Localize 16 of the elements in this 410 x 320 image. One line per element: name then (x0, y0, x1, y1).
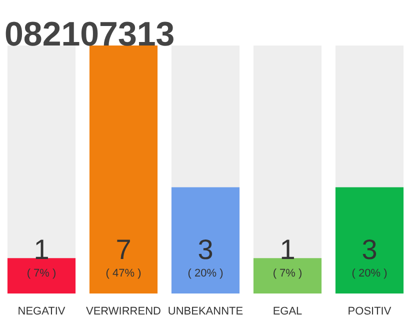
annotation: ( 7% ) (272, 268, 302, 280)
annotation: ( 47% ) (106, 268, 142, 280)
x-tick-label: EGAL (272, 306, 302, 318)
x-tick-label: UNBEKANNTE (168, 306, 244, 318)
data-label: 3 (362, 234, 378, 265)
data-label: 1 (280, 234, 296, 265)
annotation: ( 20% ) (352, 268, 388, 280)
chart-title: 082107313 (4, 16, 175, 54)
x-tick-label: POSITIV (348, 306, 392, 318)
data-label: 1 (34, 234, 50, 265)
data-label: 3 (198, 234, 214, 265)
annotation: ( 20% ) (188, 268, 224, 280)
annotation: ( 7% ) (26, 268, 56, 280)
x-tick-label: VERWIRREND (86, 306, 162, 318)
data-label: 7 (116, 234, 132, 265)
x-tick-label: NEGATIV (18, 306, 66, 318)
